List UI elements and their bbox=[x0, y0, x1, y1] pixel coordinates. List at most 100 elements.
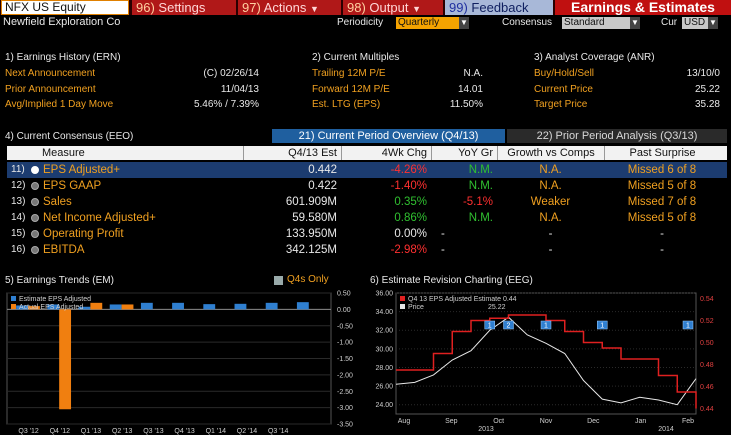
bar-estimate bbox=[203, 304, 216, 310]
row-chg: 0.86% bbox=[394, 212, 427, 224]
revision-marker-label: 1 bbox=[600, 323, 604, 330]
row-est: 0.442 bbox=[308, 164, 337, 176]
em-title[interactable]: 5) Earnings Trends (EM) bbox=[5, 275, 114, 286]
legend-swatch-actual bbox=[11, 304, 16, 309]
y-left-tick-label: 34.00 bbox=[375, 309, 393, 316]
x-tick-label: Aug bbox=[398, 418, 411, 425]
periodicity-select[interactable]: Quarterly ▼ bbox=[396, 17, 469, 29]
tab-current-period[interactable]: 21) Current Period Overview (Q4/13) bbox=[272, 129, 505, 143]
y-tick-label: -1.00 bbox=[337, 340, 353, 347]
multiples-row-value: 11.50% bbox=[449, 99, 483, 110]
bar-actual bbox=[121, 304, 134, 310]
currency-value: USD bbox=[684, 17, 706, 28]
x-tick-label: Q2 '13 bbox=[112, 428, 133, 435]
table-row[interactable]: 14) Net Income Adjusted+ 59.580M 0.86% N… bbox=[7, 210, 727, 226]
eeg-title[interactable]: 6) Estimate Revision Charting (EEG) bbox=[370, 275, 533, 286]
ern-title[interactable]: 1) Earnings History (ERN) bbox=[5, 52, 121, 63]
row-radio[interactable] bbox=[31, 230, 39, 238]
legend-estimate: Estimate EPS Adjusted bbox=[19, 296, 91, 303]
col-est[interactable]: Q4/13 Est bbox=[243, 146, 341, 160]
y-tick-label: -1.50 bbox=[337, 356, 353, 363]
bar-estimate bbox=[172, 302, 184, 310]
row-surprise: Missed 5 of 8 bbox=[627, 180, 697, 192]
col-past-surprise[interactable]: Past Surprise bbox=[604, 146, 720, 160]
y-right-tick-label: 0.44 bbox=[700, 406, 714, 413]
col-yoy[interactable]: YoY Gr bbox=[431, 146, 497, 160]
row-measure: Net Income Adjusted+ bbox=[43, 212, 156, 224]
row-radio[interactable] bbox=[31, 214, 39, 222]
y-left-tick-label: 36.00 bbox=[375, 291, 393, 298]
output-button[interactable]: 98) Output ▼ bbox=[343, 0, 443, 15]
bar-actual bbox=[90, 302, 103, 310]
table-row[interactable]: 11) EPS Adjusted+ 0.442 -4.26% N.M. N.A.… bbox=[7, 162, 727, 178]
q4s-only-checkbox[interactable] bbox=[274, 276, 283, 285]
bar-actual bbox=[27, 306, 40, 310]
bar-estimate bbox=[296, 302, 309, 310]
row-measure: EBITDA bbox=[43, 244, 85, 256]
col-4wk-chg[interactable]: 4Wk Chg bbox=[341, 146, 431, 160]
row-est: 601.909M bbox=[285, 196, 337, 208]
y-left-tick-label: 26.00 bbox=[375, 384, 393, 391]
currency-select[interactable]: USD bbox=[682, 17, 708, 29]
y-right-tick-label: 0.46 bbox=[700, 384, 714, 391]
table-row[interactable]: 16) EBITDA 342.125M -2.98% - - - bbox=[7, 242, 727, 258]
x-tick-label: Q2 '14 bbox=[237, 428, 258, 435]
year-label: 2014 bbox=[658, 426, 674, 433]
table-row[interactable]: 15) Operating Profit 133.950M 0.00% - - … bbox=[7, 226, 727, 242]
revision-marker-label: 1 bbox=[686, 323, 690, 330]
tab-prior-period[interactable]: 22) Prior Period Analysis (Q3/13) bbox=[507, 129, 727, 143]
row-radio[interactable] bbox=[31, 246, 39, 254]
periodicity-label: Periodicity bbox=[337, 17, 384, 28]
x-tick-label: Q4 '12 bbox=[50, 428, 71, 435]
x-tick-label: Q1 '14 bbox=[206, 428, 227, 435]
anr-row-value: 13/10/0 bbox=[686, 68, 720, 79]
ern-row-label: Next Announcement bbox=[5, 68, 96, 79]
eeo-title[interactable]: 4) Current Consensus (EEO) bbox=[5, 131, 134, 142]
row-number: 15) bbox=[11, 228, 26, 239]
feedback-label: Feedback bbox=[471, 0, 529, 15]
row-number: 16) bbox=[11, 244, 26, 255]
anr-row-label: Buy/Hold/Sell bbox=[534, 68, 595, 79]
anr-title[interactable]: 3) Analyst Coverage (ANR) bbox=[534, 52, 655, 63]
multiples-row-label: Trailing 12M P/E bbox=[312, 68, 386, 79]
row-measure: Sales bbox=[43, 196, 72, 208]
actions-button[interactable]: 97) Actions ▼ bbox=[238, 0, 341, 15]
x-tick-label: Jan bbox=[635, 418, 646, 425]
row-number: 12) bbox=[11, 180, 26, 191]
legend-price-value: 25.22 bbox=[488, 304, 506, 311]
multiples-row-value: N.A. bbox=[463, 68, 483, 79]
revision-marker bbox=[682, 320, 694, 330]
y-right-tick-label: 0.52 bbox=[700, 318, 714, 325]
table-row[interactable]: 13) Sales 601.909M 0.35% -5.1% Weaker Mi… bbox=[7, 194, 727, 210]
chevron-down-icon[interactable]: ▼ bbox=[708, 17, 718, 29]
ern-row-value: 11/04/13 bbox=[220, 84, 259, 95]
row-est: 133.950M bbox=[285, 228, 337, 240]
row-chg: -1.40% bbox=[390, 180, 427, 192]
settings-button[interactable]: 96) Settings bbox=[132, 0, 236, 15]
ticker-input[interactable]: NFX US Equity bbox=[1, 0, 129, 15]
bar-estimate bbox=[140, 302, 153, 310]
feedback-button[interactable]: 99) Feedback bbox=[445, 0, 553, 15]
anr-row-value: 35.28 bbox=[694, 99, 720, 110]
row-radio[interactable] bbox=[31, 166, 39, 174]
actions-num: 97) bbox=[242, 0, 261, 15]
year-label: 2013 bbox=[478, 426, 494, 433]
y-left-tick-label: 32.00 bbox=[375, 328, 393, 335]
x-tick-label: Oct bbox=[493, 418, 504, 425]
y-tick-label: -3.00 bbox=[337, 405, 353, 412]
price-line bbox=[395, 316, 697, 406]
row-radio[interactable] bbox=[31, 198, 39, 206]
row-yoy: N.M. bbox=[468, 212, 493, 224]
row-comps: N.A. bbox=[539, 180, 562, 192]
revision-marker bbox=[503, 320, 514, 330]
feedback-num: 99) bbox=[449, 0, 468, 15]
table-row[interactable]: 12) EPS GAAP 0.422 -1.40% N.M. N.A. Miss… bbox=[7, 178, 727, 194]
consensus-select[interactable]: Standard ▼ bbox=[562, 17, 640, 29]
function-title: Earnings & Estimates bbox=[555, 0, 731, 15]
row-radio[interactable] bbox=[31, 182, 39, 190]
x-tick-label: Q1 '13 bbox=[81, 428, 102, 435]
consensus-value: Standard bbox=[564, 17, 605, 28]
col-growth-comps[interactable]: Growth vs Comps bbox=[497, 146, 604, 160]
legend-price: Price bbox=[408, 304, 424, 311]
col-measure[interactable]: Measure bbox=[42, 147, 85, 159]
